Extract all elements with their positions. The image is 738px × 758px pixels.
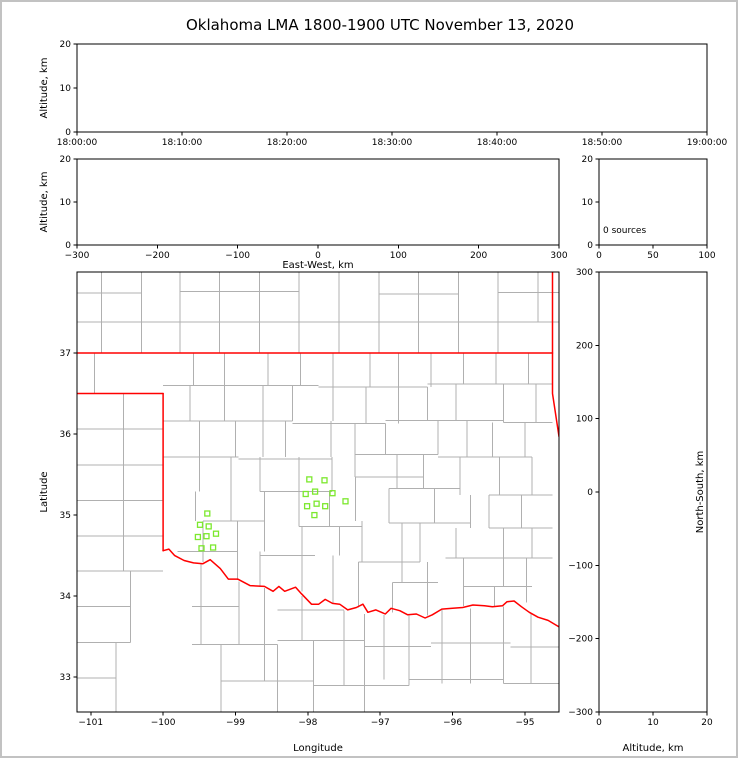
x-tick-label: 0: [596, 251, 602, 261]
state-border-line: [551, 272, 559, 438]
x-tick-label: −200: [145, 251, 170, 261]
station-marker: [306, 476, 313, 483]
station-marker: [212, 530, 220, 537]
y-tick-label: 0: [65, 241, 71, 251]
x-tick-label: 50: [647, 251, 659, 261]
x-tick-label: −95: [515, 718, 534, 728]
ns-height-frame: [598, 271, 708, 713]
station-marker: [302, 490, 309, 498]
x-tick-label: 100: [698, 251, 715, 261]
ns-height-right-ylabel: North-South, km: [695, 451, 706, 534]
station-marker: [329, 490, 336, 497]
y-tick-label: −300: [568, 708, 593, 718]
x-tick-label: 20: [701, 718, 713, 728]
y-tick-label: −100: [568, 561, 593, 571]
x-tick-label: −100: [225, 251, 250, 261]
x-tick-label: −300: [65, 251, 90, 261]
y-tick-label: 20: [60, 155, 72, 165]
station-marker: [311, 488, 319, 495]
y-tick-label: 0: [65, 128, 71, 138]
x-tick-label: −96: [443, 718, 462, 728]
ns-height-xlabel: Altitude, km: [623, 743, 684, 754]
station-marker: [321, 477, 328, 484]
alt-histogram-frame: [598, 158, 708, 246]
y-tick-label: −200: [568, 635, 593, 645]
state-border-line: [162, 548, 559, 628]
x-tick-label: −101: [78, 718, 103, 728]
x-tick-label: 200: [470, 251, 487, 261]
x-tick-label: −99: [226, 718, 245, 728]
time-height-frame: [76, 43, 708, 133]
y-tick-label: 200: [576, 341, 593, 351]
ew-height-frame: [76, 158, 560, 246]
station-marker: [203, 533, 210, 540]
x-tick-label: 10: [647, 718, 659, 728]
station-marker: [303, 503, 311, 510]
map-layers: [77, 272, 559, 712]
station-marker: [342, 498, 349, 505]
y-tick-label: 100: [576, 415, 593, 425]
time-height-ylabel: Altitude, km: [39, 58, 50, 119]
ew-height-ylabel: Altitude, km: [39, 172, 50, 233]
station-marker: [198, 545, 205, 552]
plan-view-frame: [76, 271, 560, 713]
time-height-panel: 18:00:00 18:10:00 18:20:00 18:30:00 18:40:00…: [57, 40, 728, 148]
x-tick-label: 300: [550, 251, 567, 261]
x-tick-label: 18:20:00: [267, 138, 308, 148]
station-marker: [205, 523, 212, 530]
ew-height-xlabel: East-West, km: [282, 260, 353, 271]
state-border: [77, 272, 559, 628]
ns-height-panel: 0 10 20 −300 −200 −100 0 100 200 300: [568, 268, 713, 728]
x-tick-label: −97: [371, 718, 390, 728]
x-tick-label: −100: [151, 718, 176, 728]
map-ylabel: Latitude: [39, 471, 50, 512]
y-tick-label: 33: [60, 673, 71, 683]
station-marker: [209, 544, 217, 551]
lma-stations: [194, 476, 349, 552]
plan-view-panel: −101 −100 −99 −98 −97 −96 −95 33 34 35 36 37: [60, 271, 560, 728]
y-tick-label: 300: [576, 268, 593, 278]
station-marker: [322, 503, 329, 510]
x-tick-label: 19:00:00: [687, 138, 728, 148]
y-tick-label: 37: [60, 349, 71, 359]
station-marker: [313, 500, 320, 507]
y-tick-label: 10: [60, 84, 72, 94]
x-tick-label: 100: [390, 251, 407, 261]
plot-title: Oklahoma LMA 1800-1900 UTC November 13, …: [186, 16, 574, 34]
station-marker: [196, 521, 204, 528]
y-tick-label: 0: [587, 488, 593, 498]
x-tick-label: 18:10:00: [162, 138, 203, 148]
station-marker: [204, 510, 211, 517]
x-tick-label: 0: [315, 251, 321, 261]
x-tick-label: 18:40:00: [477, 138, 518, 148]
y-tick-label: 35: [60, 511, 71, 521]
station-marker: [194, 533, 202, 541]
y-tick-label: 10: [60, 198, 72, 208]
map-xlabel: Longitude: [293, 743, 343, 754]
y-tick-label: 20: [60, 40, 72, 50]
x-tick-label: −98: [298, 718, 317, 728]
y-tick-label: 34: [60, 592, 72, 602]
x-tick-label: 18:30:00: [372, 138, 413, 148]
y-tick-label: 36: [60, 430, 72, 440]
x-tick-label: 0: [596, 718, 602, 728]
sources-count-annotation: 0 sources: [603, 226, 646, 236]
x-tick-label: 18:50:00: [582, 138, 623, 148]
station-marker: [311, 511, 318, 519]
y-tick-label: 20: [582, 155, 594, 165]
county-boundaries: [77, 272, 559, 712]
y-tick-label: 10: [582, 198, 594, 208]
panels: 18:00:00 18:10:00 18:20:00 18:30:00 18:40:00…: [57, 40, 728, 728]
alt-histogram-panel: 0 50 100 0 10 20: [582, 155, 716, 261]
ew-height-panel: −300 −200 −100 0 100 200 300 0 10 20: [60, 155, 568, 261]
x-tick-label: 18:00:00: [57, 138, 98, 148]
y-tick-label: 0: [587, 241, 593, 251]
